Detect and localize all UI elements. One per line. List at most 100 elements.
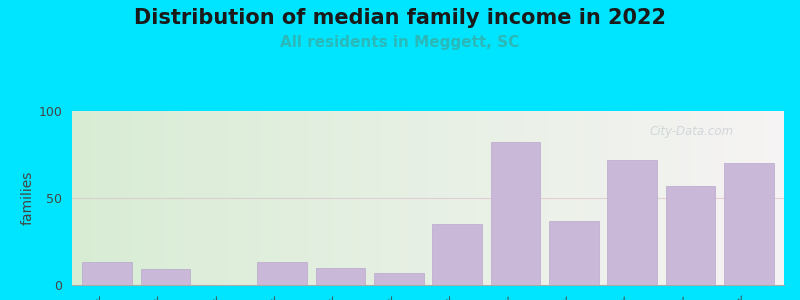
Bar bbox=[550, 111, 554, 285]
Bar bbox=[757, 111, 761, 285]
Bar bbox=[313, 111, 316, 285]
Bar bbox=[442, 111, 446, 285]
Bar bbox=[698, 111, 701, 285]
Bar bbox=[116, 111, 120, 285]
Bar bbox=[491, 111, 494, 285]
Bar bbox=[607, 160, 657, 285]
Bar bbox=[151, 111, 155, 285]
Bar bbox=[258, 262, 307, 285]
Bar bbox=[274, 111, 278, 285]
Bar bbox=[120, 111, 123, 285]
Bar bbox=[677, 111, 680, 285]
Text: Distribution of median family income in 2022: Distribution of median family income in … bbox=[134, 8, 666, 28]
Bar bbox=[162, 111, 166, 285]
Bar bbox=[239, 111, 242, 285]
Bar bbox=[519, 111, 522, 285]
Bar bbox=[509, 111, 512, 285]
Bar bbox=[558, 111, 561, 285]
Bar bbox=[390, 111, 393, 285]
Bar bbox=[285, 111, 288, 285]
Bar bbox=[235, 111, 239, 285]
Bar bbox=[673, 111, 677, 285]
Bar bbox=[225, 111, 229, 285]
Bar bbox=[547, 111, 550, 285]
Bar bbox=[487, 111, 491, 285]
Bar bbox=[568, 111, 571, 285]
Bar bbox=[505, 111, 509, 285]
Bar bbox=[194, 111, 197, 285]
Bar bbox=[512, 111, 515, 285]
Bar bbox=[687, 111, 690, 285]
Bar bbox=[330, 111, 334, 285]
Bar bbox=[267, 111, 270, 285]
Bar bbox=[246, 111, 250, 285]
Bar bbox=[718, 111, 722, 285]
Bar bbox=[463, 111, 466, 285]
Bar bbox=[715, 111, 718, 285]
Bar bbox=[106, 111, 110, 285]
Bar bbox=[575, 111, 578, 285]
Bar bbox=[281, 111, 285, 285]
Bar bbox=[288, 111, 291, 285]
Bar bbox=[768, 111, 771, 285]
Bar bbox=[694, 111, 698, 285]
Bar bbox=[670, 111, 673, 285]
Bar bbox=[214, 111, 218, 285]
Bar bbox=[130, 111, 134, 285]
Bar bbox=[92, 111, 95, 285]
Bar bbox=[621, 111, 624, 285]
Bar bbox=[586, 111, 589, 285]
Bar bbox=[435, 111, 438, 285]
Bar bbox=[232, 111, 235, 285]
Bar bbox=[494, 111, 498, 285]
Bar bbox=[610, 111, 614, 285]
Bar bbox=[603, 111, 606, 285]
Bar bbox=[403, 111, 407, 285]
Bar bbox=[459, 111, 463, 285]
Bar bbox=[123, 111, 127, 285]
Bar bbox=[438, 111, 442, 285]
Bar bbox=[617, 111, 621, 285]
Bar bbox=[540, 111, 543, 285]
Bar bbox=[466, 111, 470, 285]
Bar bbox=[656, 111, 659, 285]
Bar bbox=[596, 111, 599, 285]
Bar bbox=[113, 111, 116, 285]
Bar bbox=[631, 111, 634, 285]
Bar bbox=[218, 111, 222, 285]
Bar bbox=[606, 111, 610, 285]
Bar bbox=[326, 111, 330, 285]
Bar bbox=[410, 111, 414, 285]
Bar bbox=[778, 111, 800, 285]
Bar bbox=[222, 111, 225, 285]
Bar bbox=[599, 111, 603, 285]
Bar bbox=[134, 111, 138, 285]
Bar bbox=[624, 111, 627, 285]
Bar bbox=[726, 111, 729, 285]
Bar bbox=[316, 111, 319, 285]
Bar bbox=[204, 111, 207, 285]
Bar bbox=[481, 111, 484, 285]
Bar bbox=[634, 111, 638, 285]
Bar bbox=[253, 111, 257, 285]
Bar bbox=[446, 111, 449, 285]
Bar bbox=[369, 111, 372, 285]
Y-axis label: families: families bbox=[20, 171, 34, 225]
Bar bbox=[578, 111, 582, 285]
Bar bbox=[764, 111, 768, 285]
Bar bbox=[263, 111, 267, 285]
Bar bbox=[477, 111, 481, 285]
Bar bbox=[179, 111, 183, 285]
Bar bbox=[666, 111, 670, 285]
Bar bbox=[453, 111, 456, 285]
Bar bbox=[571, 111, 575, 285]
Bar bbox=[82, 262, 132, 285]
Bar bbox=[85, 111, 88, 285]
Bar bbox=[642, 111, 645, 285]
Bar bbox=[474, 111, 477, 285]
Bar bbox=[652, 111, 656, 285]
Bar bbox=[456, 111, 459, 285]
Bar bbox=[750, 111, 754, 285]
Bar bbox=[148, 111, 151, 285]
Bar bbox=[722, 111, 726, 285]
